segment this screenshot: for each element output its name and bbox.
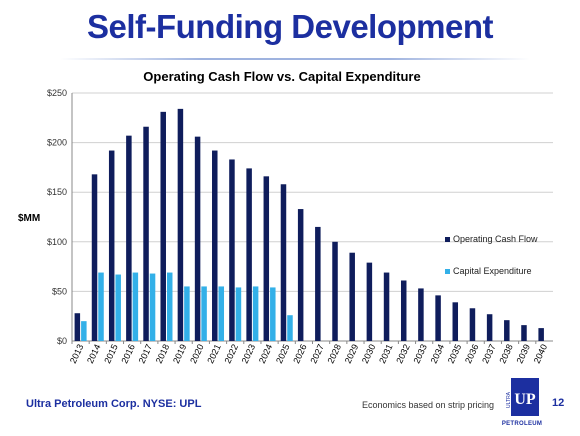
- operating-cash-flow-bar: [452, 302, 459, 341]
- ultra-petroleum-logo: UP ULTRA: [506, 378, 539, 416]
- y-tick-label: $100: [47, 237, 67, 247]
- x-tick-label: 2033: [411, 343, 429, 365]
- x-tick-label: 2037: [480, 343, 498, 365]
- x-tick-label: 2016: [119, 343, 137, 365]
- operating-cash-flow-bar: [486, 314, 493, 341]
- x-tick-label: 2031: [377, 343, 395, 365]
- x-tick-label: 2021: [205, 343, 223, 365]
- x-tick-label: 2034: [429, 343, 447, 365]
- footer-company: Ultra Petroleum Corp. NYSE: UPL: [26, 398, 202, 410]
- x-tick-label: 2029: [343, 343, 361, 365]
- x-tick-label: 2026: [291, 343, 309, 365]
- operating-cash-flow-bar: [538, 328, 544, 341]
- x-tick-label: 2038: [497, 343, 515, 365]
- y-axis-label: $MM: [18, 213, 40, 224]
- operating-cash-flow-bar: [143, 126, 149, 341]
- capital-expenditure-bar: [81, 321, 87, 341]
- legend-swatch: [445, 237, 450, 242]
- operating-cash-flow-bar: [263, 176, 270, 341]
- x-tick-label: 2039: [515, 343, 533, 365]
- capital-expenditure-bar: [252, 286, 259, 341]
- x-tick-label: 2032: [394, 343, 412, 365]
- page-number: 12: [552, 397, 565, 409]
- x-tick-label: 2017: [137, 343, 155, 365]
- x-tick-label: 2014: [85, 343, 103, 365]
- chart-title: Operating Cash Flow vs. Capital Expendit…: [143, 69, 420, 84]
- x-tick-label: 2022: [222, 343, 240, 365]
- logo-vertical-text: ULTRA: [506, 391, 512, 408]
- capital-expenditure-bar: [218, 286, 225, 341]
- operating-cash-flow-bar: [418, 288, 424, 341]
- capital-expenditure-bar: [184, 286, 190, 341]
- y-tick-label: $200: [47, 138, 67, 148]
- operating-cash-flow-bar: [349, 252, 355, 341]
- operating-cash-flow-bar: [366, 262, 373, 341]
- title-divider: [60, 58, 530, 60]
- x-tick-label: 2024: [257, 343, 275, 365]
- operating-cash-flow-bar: [297, 209, 304, 341]
- slide-title: Self-Funding Development: [86, 8, 494, 45]
- legend-label: Capital Expenditure: [453, 266, 532, 276]
- x-tick-label: 2018: [154, 343, 172, 365]
- x-tick-label: 2040: [532, 343, 550, 365]
- operating-cash-flow-bar: [315, 226, 321, 341]
- operating-cash-flow-bar: [383, 272, 390, 341]
- logo-initials: UP: [514, 391, 536, 408]
- y-tick-label: $150: [47, 187, 67, 197]
- capital-expenditure-bar: [235, 287, 242, 341]
- capital-expenditure-bar: [115, 274, 121, 341]
- operating-cash-flow-bar: [521, 325, 527, 341]
- operating-cash-flow-bar: [108, 150, 115, 341]
- x-tick-label: 2027: [308, 343, 326, 365]
- footer-note: Economics based on strip pricing: [362, 400, 495, 410]
- operating-cash-flow-bar: [160, 111, 166, 342]
- y-tick-label: $0: [57, 336, 67, 346]
- operating-cash-flow-bar: [212, 150, 218, 341]
- operating-cash-flow-bar: [177, 108, 184, 341]
- operating-cash-flow-bar: [229, 159, 235, 341]
- x-tick-label: 2020: [188, 343, 206, 365]
- legend-swatch: [445, 269, 450, 274]
- operating-cash-flow-bar: [435, 295, 441, 341]
- x-tick-label: 2013: [68, 343, 86, 365]
- x-tick-label: 2036: [463, 343, 481, 365]
- x-tick-label: 2028: [326, 343, 344, 365]
- x-tick-label: 2025: [274, 343, 292, 365]
- operating-cash-flow-bar: [280, 184, 287, 341]
- operating-cash-flow-bar: [400, 280, 407, 341]
- legend-label: Operating Cash Flow: [453, 234, 538, 244]
- y-tick-label: $50: [52, 286, 67, 296]
- operating-cash-flow-bar: [469, 308, 476, 341]
- x-tick-label: 2019: [171, 343, 189, 365]
- logo-wordmark: PETROLEUM: [501, 421, 543, 427]
- operating-cash-flow-bar: [194, 136, 201, 341]
- operating-cash-flow-bar: [332, 241, 338, 341]
- capital-expenditure-bar: [132, 272, 139, 341]
- capital-expenditure-bar: [287, 315, 293, 341]
- y-tick-label: $250: [47, 88, 67, 98]
- x-tick-label: 2023: [240, 343, 258, 365]
- operating-cash-flow-bar: [246, 168, 252, 341]
- operating-cash-flow-bar: [91, 174, 98, 341]
- capital-expenditure-bar: [270, 287, 276, 341]
- x-tick-label: 2035: [446, 343, 464, 365]
- operating-cash-flow-bar: [74, 313, 81, 341]
- capital-expenditure-bar: [166, 272, 173, 341]
- x-tick-label: 2030: [360, 343, 378, 365]
- capital-expenditure-bar: [201, 286, 207, 341]
- x-tick-label: 2015: [102, 343, 120, 365]
- operating-cash-flow-bar: [126, 135, 132, 341]
- capital-expenditure-bar: [98, 272, 104, 341]
- capital-expenditure-bar: [149, 273, 156, 341]
- operating-cash-flow-bar: [504, 320, 510, 341]
